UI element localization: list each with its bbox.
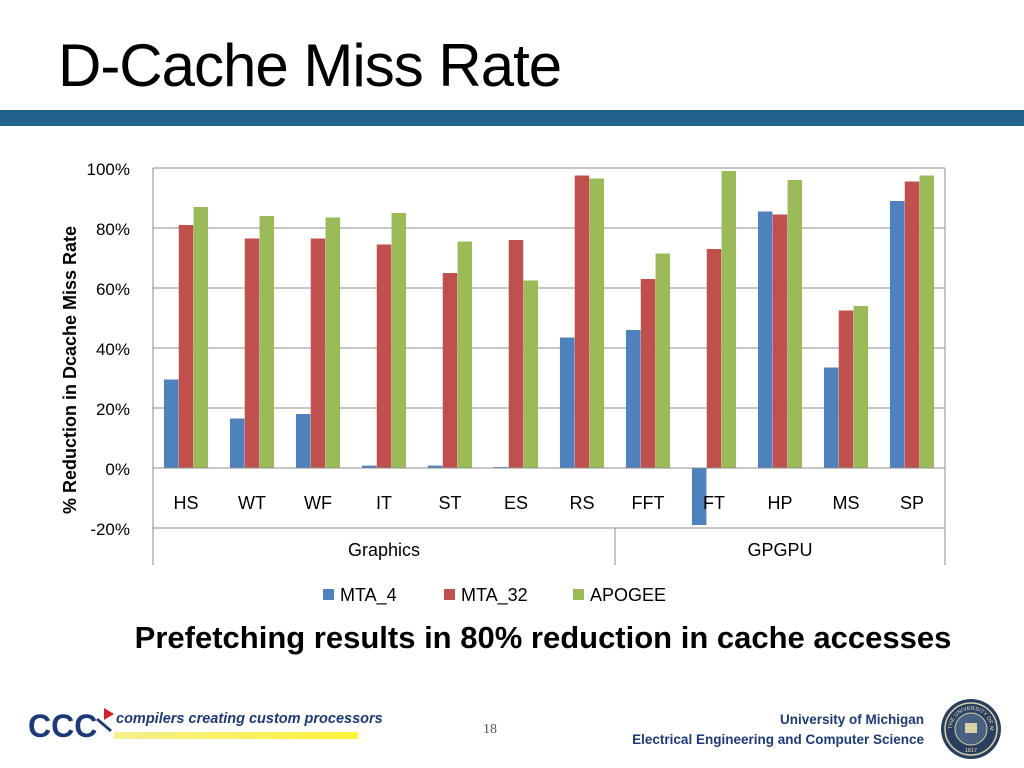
bar-mta_4-ms	[823, 367, 839, 468]
svg-text:1817: 1817	[965, 748, 977, 754]
category-label: FFT	[632, 493, 665, 513]
y-tick-label: -20%	[90, 520, 130, 539]
logo-underline	[114, 732, 358, 739]
title-rule	[0, 110, 1024, 126]
legend-label: MTA_4	[340, 585, 397, 606]
y-tick-label: 0%	[105, 460, 130, 479]
bar-apogee-wt	[259, 216, 275, 468]
page-number: 18	[483, 722, 497, 737]
category-label: WF	[304, 493, 332, 513]
footer: CCC compilers creating custom processors…	[0, 690, 1024, 768]
university-name: University of Michigan	[779, 712, 924, 727]
y-axis-title: % Reduction in Dcache Miss Rate	[60, 226, 80, 514]
grid-lines	[153, 167, 945, 529]
category-label: ST	[438, 493, 461, 513]
bar-mta_4-wt	[229, 418, 245, 468]
slide-title: D-Cache Miss Rate	[58, 32, 562, 99]
legend-swatch	[444, 589, 455, 600]
y-tick-label: 60%	[96, 280, 130, 299]
bar-apogee-hs	[193, 207, 209, 468]
bar-mta_32-hs	[178, 225, 194, 468]
bar-apogee-wf	[325, 217, 341, 468]
bar-apogee-ms	[853, 306, 869, 468]
slide-subtitle: Prefetching results in 80% reduction in …	[134, 620, 952, 655]
bar-mta_32-ms	[838, 310, 854, 468]
legend: MTA_4 MTA_32 APOGEE	[323, 585, 666, 606]
chart: 100% 80% 60% 40% 20% 0% -20% HS WT WF IT ST ES RS FFT F…	[0, 130, 1024, 620]
bar-mta_32-ft	[706, 249, 722, 468]
bar-mta_32-st	[442, 273, 458, 468]
bar-mta_32-wt	[244, 238, 260, 468]
university-block: University of Michigan Electrical Engine…	[632, 710, 924, 750]
category-label: SP	[900, 493, 924, 513]
group-label: GPGPU	[747, 540, 812, 560]
bar-mta_32-it	[376, 244, 392, 468]
bar-mta_4-rs	[559, 337, 575, 468]
bar-apogee-fft	[655, 253, 671, 468]
category-label: ES	[504, 493, 528, 513]
chart-svg: 100% 80% 60% 40% 20% 0% -20% HS WT WF IT ST ES RS FFT F…	[60, 160, 946, 606]
category-label: HP	[767, 493, 792, 513]
bar-mta_4-sp	[889, 201, 905, 468]
bar-mta_4-wf	[295, 414, 311, 468]
bar-mta_4-ft	[691, 468, 707, 525]
bar-apogee-hp	[787, 180, 803, 468]
department-name: Electrical Engineering and Computer Scie…	[632, 732, 924, 747]
ccc-logo-icon: CCC	[28, 708, 114, 744]
bar-apogee-es	[523, 280, 539, 468]
bar-mta_4-hs	[163, 379, 179, 468]
bar-apogee-ft	[721, 171, 737, 468]
axes	[152, 168, 946, 565]
category-label: MS	[833, 493, 860, 513]
logo-tagline: compilers creating custom processors	[116, 711, 383, 727]
bar-mta_4-hp	[757, 211, 773, 468]
legend-label: APOGEE	[590, 585, 666, 605]
legend-swatch	[573, 589, 584, 600]
bar-mta_32-wf	[310, 238, 326, 468]
y-tick-label: 40%	[96, 340, 130, 359]
category-label: HS	[173, 493, 198, 513]
legend-swatch	[323, 589, 334, 600]
y-tick-label: 80%	[96, 220, 130, 239]
university-seal-icon: THE UNIVERSITY OF MICHIGAN 1817	[940, 698, 1001, 759]
bar-apogee-it	[391, 213, 407, 468]
y-tick-label: 100%	[87, 160, 130, 179]
bar-mta_32-fft	[640, 279, 656, 468]
bar-mta_32-hp	[772, 214, 788, 468]
logo-mark: CCC	[28, 708, 97, 744]
category-label: RS	[569, 493, 594, 513]
group-label: Graphics	[348, 540, 420, 560]
bar-apogee-rs	[589, 178, 605, 468]
bar-mta_4-fft	[625, 330, 641, 468]
y-tick-label: 20%	[96, 400, 130, 419]
bars	[163, 171, 935, 525]
category-label: IT	[376, 493, 392, 513]
legend-label: MTA_32	[461, 585, 528, 606]
bar-apogee-sp	[919, 175, 935, 468]
category-label: FT	[703, 493, 725, 513]
bar-apogee-st	[457, 241, 473, 468]
bar-mta_32-rs	[574, 175, 590, 468]
labels: 100% 80% 60% 40% 20% 0% -20% HS WT WF IT ST ES RS FFT F…	[60, 160, 924, 560]
bar-mta_4-st	[427, 465, 443, 468]
category-label: WT	[238, 493, 266, 513]
bar-mta_32-sp	[904, 181, 920, 468]
bar-mta_32-es	[508, 240, 524, 468]
bar-mta_4-it	[361, 465, 377, 468]
